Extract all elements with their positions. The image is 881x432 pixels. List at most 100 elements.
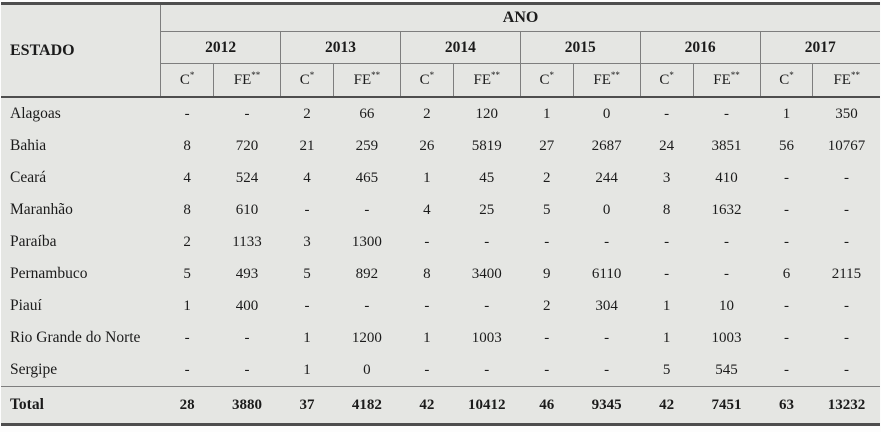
total-row: Total 28 3880 37 4182 42 10412 46 9345 42 7451 63 13… xyxy=(1,386,880,425)
value-cell: - xyxy=(364,297,370,314)
value-cell: - xyxy=(424,361,430,378)
year-header-2013: 2013 xyxy=(280,31,401,64)
total-label-cell: Total xyxy=(1,386,161,425)
year-header-2017: 2017 xyxy=(759,31,880,64)
value-cell: 63 xyxy=(760,386,813,425)
value-cell: 45 xyxy=(479,169,495,186)
value-cell: - xyxy=(484,233,490,250)
year-header-2014: 2014 xyxy=(399,31,521,64)
value-cell: - xyxy=(783,233,789,250)
value-cell: 8 xyxy=(183,137,191,154)
value-cell: 1 xyxy=(662,297,671,314)
year-header-2012: 2012 xyxy=(160,31,281,64)
c-asterisk: * xyxy=(189,69,195,80)
estados-ano-table: ESTADO ANO 2012 2013 2014 2015 2016 2017… xyxy=(1,2,880,426)
c-label: C xyxy=(179,71,190,88)
value-cell: 120 xyxy=(453,96,521,130)
value-cell: 1 xyxy=(303,329,311,346)
value-cell: 720 xyxy=(235,137,259,154)
value-cell: 1200 xyxy=(351,329,382,346)
c-header: C* xyxy=(519,63,574,97)
value-cell: 493 xyxy=(235,265,259,282)
value-cell: - xyxy=(213,96,281,130)
value-cell: - xyxy=(693,96,761,130)
subcols-row: C* FE** C* FE** C* FE** C* FE** C* FE** … xyxy=(1,63,880,97)
value-cell: 2 xyxy=(280,96,334,130)
value-cell: 892 xyxy=(355,265,379,282)
value-cell: - xyxy=(664,233,670,250)
value-cell: 304 xyxy=(595,297,618,314)
value-cell: - xyxy=(783,297,789,314)
value-cell: 524 xyxy=(235,169,259,186)
value-cell: - xyxy=(244,361,250,378)
value-cell: 46 xyxy=(520,386,574,425)
value-cell: - xyxy=(843,169,849,186)
value-cell: - xyxy=(604,233,610,250)
value-cell: - xyxy=(724,265,730,282)
value-cell: 9 xyxy=(542,265,551,282)
c-header: C* xyxy=(759,63,813,97)
value-cell: - xyxy=(184,361,190,378)
value-cell: 8 xyxy=(662,201,671,218)
year-header-2015: 2015 xyxy=(519,31,641,64)
value-cell: 5 xyxy=(183,265,191,282)
value-cell: 13232 xyxy=(812,386,880,425)
value-cell: 37 xyxy=(280,386,334,425)
estado-name-cell: Paraíba xyxy=(10,233,57,250)
value-cell: 25 xyxy=(479,201,495,218)
fe-header: FE** xyxy=(692,63,761,97)
value-cell: 244 xyxy=(595,169,618,186)
value-cell: - xyxy=(484,361,490,378)
c-header: C* xyxy=(399,63,454,97)
c-asterisk: * xyxy=(669,69,674,80)
c-label: C xyxy=(299,71,310,88)
value-cell: 400 xyxy=(235,297,259,314)
value-cell: - xyxy=(783,169,789,186)
state-row: Ceará 4 524 4 465 1 45 2 244 3 410 - - xyxy=(1,162,880,194)
fe-header: FE** xyxy=(812,63,880,97)
value-cell: 4 xyxy=(183,169,191,186)
value-cell: - xyxy=(244,329,250,346)
value-cell: 3 xyxy=(662,169,671,186)
value-cell: - xyxy=(364,201,370,218)
value-cell: - xyxy=(544,361,550,378)
fe-header: FE** xyxy=(213,63,281,97)
value-cell: - xyxy=(843,329,849,346)
estado-header: ESTADO xyxy=(1,3,162,97)
value-cell: 0 xyxy=(602,201,611,218)
value-cell: - xyxy=(604,361,610,378)
value-cell: 350 xyxy=(812,96,880,130)
value-cell: 24 xyxy=(659,137,675,154)
value-cell: - xyxy=(484,297,490,314)
value-cell: - xyxy=(843,297,849,314)
value-cell: - xyxy=(783,201,789,218)
c-label: C xyxy=(419,71,430,88)
value-cell: 4 xyxy=(423,201,431,218)
c-asterisk: * xyxy=(309,69,315,80)
table-header: ESTADO ANO 2012 2013 2014 2015 2016 2017… xyxy=(1,3,880,97)
value-cell: 5 xyxy=(662,361,671,378)
value-cell: 6 xyxy=(782,265,791,282)
fe-asterisk: ** xyxy=(730,69,740,80)
value-cell: - xyxy=(843,361,849,378)
years-row: 2012 2013 2014 2015 2016 2017 xyxy=(1,31,880,64)
fe-asterisk: ** xyxy=(850,69,860,80)
value-cell: - xyxy=(783,361,789,378)
value-cell: - xyxy=(640,96,694,130)
ano-header: ANO xyxy=(160,3,880,32)
value-cell: 1 xyxy=(303,361,311,378)
fe-header: FE** xyxy=(332,63,401,97)
value-cell: 2 xyxy=(542,297,551,314)
state-row: Rio Grande do Norte - - 1 1200 1 1003 - - 1 1003 - - xyxy=(1,322,880,354)
value-cell: 3851 xyxy=(711,137,742,154)
value-cell: 3880 xyxy=(213,386,281,425)
state-row: Paraíba 2 1133 3 1300 - - - - - - - - xyxy=(1,226,880,258)
fe-label: FE xyxy=(833,71,851,88)
state-row: Maranhão 8 610 - - 4 25 5 0 8 1632 - - xyxy=(1,194,880,226)
value-cell: 8 xyxy=(183,201,191,218)
value-cell: 6110 xyxy=(591,265,622,282)
fe-header: FE** xyxy=(572,63,641,97)
value-cell: 42 xyxy=(640,386,694,425)
state-row: Alagoas - -2 66 2 120 1 0- -1 350 xyxy=(1,96,880,130)
